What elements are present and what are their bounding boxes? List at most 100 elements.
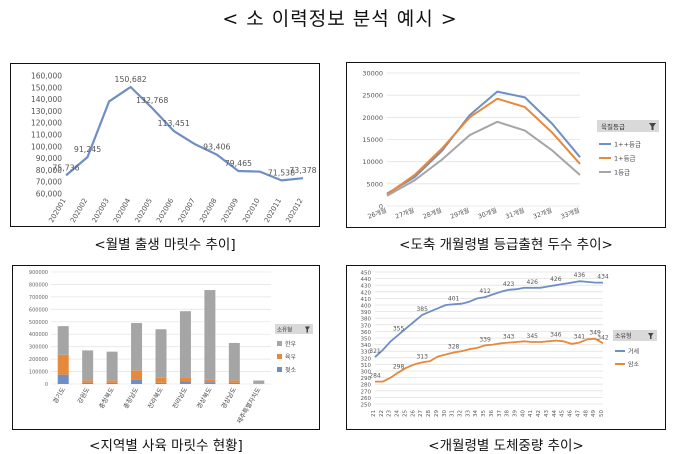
y-tick-label: 440	[361, 277, 372, 283]
y-tick-label: 700000	[29, 295, 48, 301]
bar-segment-1	[204, 379, 216, 383]
x-tick-label: 24	[395, 410, 401, 417]
legend-label: 육우	[285, 354, 297, 361]
bar-segment-0	[131, 323, 143, 371]
bar-segment-1	[179, 377, 191, 382]
bar-segment-1	[106, 380, 118, 383]
x-tick-label: 47	[575, 410, 581, 417]
bar-segment-2	[106, 382, 118, 384]
y-tick-label: 450	[361, 271, 372, 277]
legend-swatch	[277, 367, 282, 372]
x-tick-label: 전라북도	[145, 385, 164, 410]
x-tick-label: 충청북도	[96, 385, 115, 410]
x-tick-label: 32개월	[532, 205, 554, 220]
y-tick-label: 250	[361, 403, 372, 409]
x-tick-label: 경기도	[50, 385, 67, 405]
y-tick-label: 160,000	[31, 72, 62, 81]
x-tick-label: 26	[410, 410, 416, 417]
y-tick-label: 260	[361, 396, 372, 402]
head-count-by-region-chart: 0 100000 200000 300000 400000 500000 600000 700…	[12, 265, 320, 430]
y-tick-label: 110,000	[31, 131, 62, 140]
y-tick-label: 30000	[362, 70, 383, 78]
legend-label: 거세	[628, 348, 639, 356]
bar-segment-2	[82, 382, 94, 384]
y-tick-label: 340	[361, 343, 372, 349]
series-line-2	[386, 120, 581, 197]
x-tick-label: 22	[379, 410, 385, 417]
filter-icon	[648, 333, 654, 339]
x-tick-label: 26개월	[366, 205, 388, 220]
y-tick-label: 200000	[29, 357, 48, 363]
bar-segment-1	[131, 370, 143, 380]
x-tick-label: 44	[552, 410, 558, 417]
data-label: 73,378	[289, 166, 316, 175]
data-label: 298	[393, 363, 405, 370]
bar-segment-1	[228, 380, 240, 383]
x-tick-label: 36	[489, 410, 495, 417]
y-tick-label: 350	[361, 337, 372, 343]
x-tick-label: 30	[442, 410, 448, 417]
y-tick-label: 70,000	[36, 178, 62, 187]
filter-icon	[305, 326, 310, 333]
x-tick-label: 38	[505, 410, 511, 417]
x-tick-label: 202002	[69, 197, 89, 224]
x-tick-label: 45	[560, 410, 566, 417]
y-tick-label: 370	[361, 323, 372, 329]
x-tick-label: 경상북도	[194, 385, 213, 410]
head-count-caption: <지역별 사육 마릿수 현황]	[89, 438, 243, 454]
y-tick-label: 390	[361, 310, 372, 316]
bar-segment-1	[155, 377, 167, 383]
bar-segment-1	[82, 380, 94, 383]
y-tick-label: 380	[361, 317, 372, 323]
data-label: 75,736	[52, 163, 79, 172]
y-tick-label: 10000	[362, 158, 383, 166]
x-tick-label: 32	[457, 410, 463, 417]
x-tick-label: 27개월	[394, 205, 416, 220]
x-tick-label: 31개월	[504, 205, 526, 220]
data-label: 313	[416, 353, 428, 360]
data-label: 426	[550, 276, 562, 283]
y-tick-label: 800000	[29, 282, 48, 288]
bar-segment-2	[131, 379, 143, 384]
y-tick-label: 120,000	[31, 119, 62, 128]
data-label: 434	[597, 274, 609, 281]
y-tick-label: 500000	[29, 320, 48, 326]
x-tick-label: 경상남도	[219, 385, 238, 410]
data-label: 341	[574, 334, 586, 341]
data-label: 436	[574, 272, 586, 279]
x-tick-label: 29개월	[449, 205, 471, 220]
bar-segment-2	[57, 374, 69, 384]
carcass-weight-caption: <개월령별 도체중량 추이>	[428, 438, 584, 454]
x-tick-label: 202008	[198, 197, 218, 224]
x-tick-label: 40	[520, 410, 526, 417]
data-label: 132,768	[136, 96, 168, 105]
y-tick-label: 900000	[29, 270, 48, 276]
x-tick-label: 충청남도	[121, 385, 140, 410]
y-tick-label: 25000	[362, 92, 383, 100]
x-tick-label: 35	[481, 410, 487, 417]
x-tick-label: 28개월	[421, 205, 443, 220]
x-tick-label: 30개월	[476, 205, 498, 220]
data-label: 328	[448, 344, 460, 351]
legend-title: 소유형	[277, 327, 292, 334]
x-tick-label: 202009	[220, 197, 240, 224]
x-tick-label: 29	[434, 410, 440, 417]
x-tick-label: 202007	[177, 197, 197, 224]
y-tick-label: 130,000	[31, 107, 62, 116]
filter-icon	[649, 123, 656, 130]
bar-segment-0	[82, 350, 94, 381]
x-tick-label: 23	[387, 410, 393, 417]
y-tick-label: 600000	[29, 307, 48, 313]
x-tick-label: 202006	[155, 197, 176, 225]
data-label: 423	[503, 281, 515, 288]
x-tick-label: 202004	[112, 197, 133, 225]
series-line-0	[386, 90, 581, 195]
y-tick-label: 280	[361, 383, 372, 389]
y-tick-label: 90,000	[36, 154, 62, 163]
data-label: 79,465	[225, 159, 252, 168]
legend-header	[597, 120, 659, 132]
grade-by-age-chart: 0 5000 10000 15000 20000 25000 30000 26개월 27개월 28…	[346, 62, 666, 228]
grade-by-age-caption: <도축 개월령별 등급출현 두수 추이>	[399, 237, 613, 253]
x-tick-label: 41	[528, 410, 534, 417]
legend-swatch	[277, 354, 282, 359]
